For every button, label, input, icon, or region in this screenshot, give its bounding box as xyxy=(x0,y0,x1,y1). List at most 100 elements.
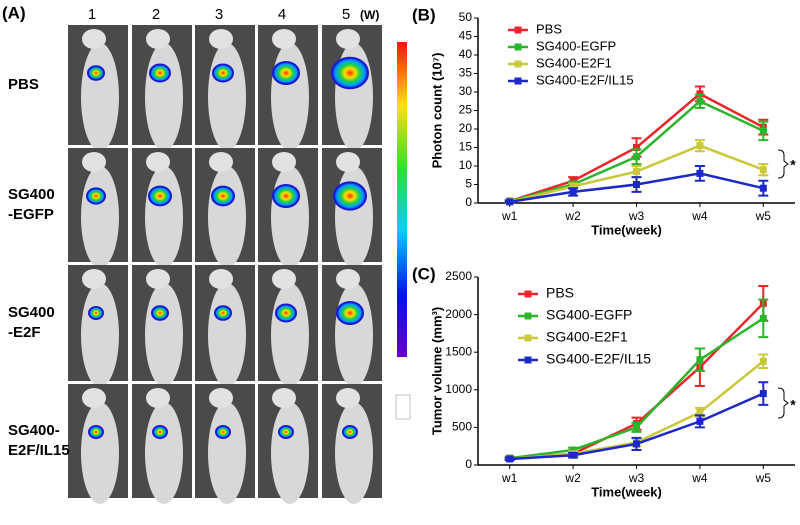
signal xyxy=(212,63,234,83)
mouse-body xyxy=(81,43,119,151)
series-line xyxy=(509,302,765,460)
row-label: -EGFP xyxy=(8,206,54,223)
mouse-head xyxy=(272,269,296,289)
legend-marker xyxy=(514,60,522,68)
mouse-body xyxy=(335,166,373,268)
y-tick-label: 25 xyxy=(459,103,473,117)
mouse-body xyxy=(208,43,246,151)
legend-marker xyxy=(514,26,522,34)
mouse-head xyxy=(272,388,296,408)
point xyxy=(759,390,767,398)
point xyxy=(633,153,640,161)
legend-label: SG400-E2F1 xyxy=(546,329,628,345)
point xyxy=(506,455,514,463)
signal xyxy=(336,300,364,326)
mouse-head xyxy=(272,152,296,172)
row-label: -E2F xyxy=(8,324,41,341)
mouse-head xyxy=(82,269,106,289)
point xyxy=(759,314,767,322)
legend-label: SG400-E2F1 xyxy=(536,55,612,70)
mouse-body xyxy=(145,402,183,504)
point xyxy=(696,417,704,425)
y-tick-label: 15 xyxy=(459,140,473,154)
y-tick-label: 2000 xyxy=(445,307,472,321)
panel-label: (B) xyxy=(412,5,436,24)
annotation: * xyxy=(790,397,796,413)
image-panel xyxy=(395,42,411,420)
mouse-head xyxy=(146,269,170,289)
point xyxy=(696,356,704,364)
signal xyxy=(148,185,172,207)
y-tick-label: 5 xyxy=(465,177,472,191)
mouse-body xyxy=(208,402,246,504)
signal xyxy=(272,183,300,209)
column-label: 3 xyxy=(215,6,223,23)
signal xyxy=(151,305,169,321)
mouse-body xyxy=(145,43,183,151)
signal xyxy=(278,425,294,439)
y-tick-label: 35 xyxy=(459,66,473,80)
x-tick-label: w1 xyxy=(501,209,518,223)
x-tick-label: w3 xyxy=(628,209,645,223)
legend-marker xyxy=(524,356,532,364)
y-tick-label: 50 xyxy=(459,10,473,24)
y-tick-label: 10 xyxy=(459,158,473,172)
mouse-body xyxy=(145,283,183,387)
column-label: 5 xyxy=(342,6,350,23)
colorbar xyxy=(397,42,407,357)
signal xyxy=(272,60,300,86)
row-label: E2F/IL15 xyxy=(8,442,70,459)
mouse-head xyxy=(82,29,106,49)
legend-label: SG400-EGFP xyxy=(546,307,632,323)
legend-label: SG400-EGFP xyxy=(536,38,616,53)
mouse-body xyxy=(208,166,246,268)
x-tick-label: w1 xyxy=(501,471,518,485)
mouse-head xyxy=(336,152,360,172)
point xyxy=(696,142,704,150)
y-tick-label: 0 xyxy=(465,457,472,471)
mouse-body xyxy=(271,283,309,387)
panel-label: (A) xyxy=(2,3,26,22)
signal xyxy=(214,305,232,321)
mouse-head xyxy=(209,388,233,408)
mouse-body xyxy=(271,43,309,151)
colorbar-legend-box xyxy=(395,394,411,420)
mouse-body xyxy=(335,402,373,504)
y-tick-label: 0 xyxy=(465,195,472,209)
row-label: SG400- xyxy=(8,422,60,439)
point xyxy=(569,182,577,190)
y-axis-label: Photon count (10⁷) xyxy=(429,53,444,169)
mouse-body xyxy=(81,166,119,268)
y-tick-label: 30 xyxy=(459,84,473,98)
row-label: SG400 xyxy=(8,186,55,203)
panel-label: (C) xyxy=(412,264,436,283)
point xyxy=(569,451,577,459)
significance-bracket xyxy=(777,387,789,419)
legend-label: PBS xyxy=(546,285,574,301)
mouse-body xyxy=(208,283,246,387)
signal xyxy=(342,425,358,439)
legend-marker xyxy=(514,43,522,51)
legend-marker xyxy=(524,312,532,320)
column-label: 4 xyxy=(278,6,286,23)
x-tick-label: w4 xyxy=(691,209,708,223)
x-axis-label: Time(week) xyxy=(591,222,662,237)
x-tick-label: w5 xyxy=(755,471,772,485)
y-tick-label: 20 xyxy=(459,121,473,135)
x-tick-label: w2 xyxy=(564,209,581,223)
point xyxy=(759,166,767,174)
signal xyxy=(333,181,367,211)
point xyxy=(633,144,640,151)
point xyxy=(633,423,640,431)
mouse-body xyxy=(81,402,119,504)
mouse-head xyxy=(209,29,233,49)
annotation: * xyxy=(790,157,796,173)
y-tick-label: 500 xyxy=(452,420,472,434)
mouse-body xyxy=(271,166,309,268)
x-tick-label: w2 xyxy=(564,471,581,485)
mouse-body xyxy=(145,166,183,268)
mouse-body xyxy=(335,283,373,387)
unit-label: (W) xyxy=(360,8,379,22)
y-tick-label: 40 xyxy=(459,47,473,61)
legend-marker xyxy=(524,290,532,298)
